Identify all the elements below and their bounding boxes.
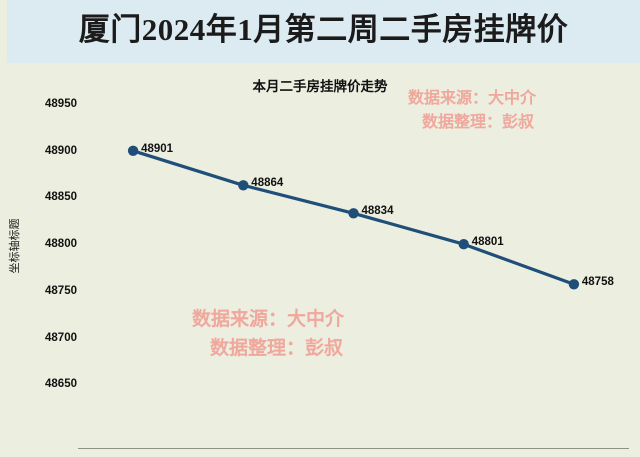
- line-chart-svg: [127, 145, 580, 290]
- series-markers: [127, 145, 580, 290]
- y-axis-title: 坐标轴标题: [9, 218, 21, 274]
- watermark-middle: 数据来源：大中介 数据整理：彭叔: [192, 305, 344, 363]
- watermark-middle-compiler: 数据整理：彭叔: [210, 338, 344, 359]
- watermark-top-source: 数据来源：大中介: [408, 90, 537, 107]
- left-edge-strip: [0, 0, 7, 63]
- bottom-strip: [0, 449, 640, 457]
- data-point-marker: [458, 239, 469, 250]
- watermark-middle-source: 数据来源：大中介: [192, 309, 345, 330]
- page-title: 厦门2024年1月第二周二手房挂牌价: [78, 12, 569, 47]
- y-axis-tick-label: 48850: [45, 191, 77, 204]
- y-axis-tick-label: 48800: [45, 238, 77, 251]
- watermark-top-compiler: 数据整理：彭叔: [422, 114, 535, 131]
- y-axis-tick-label: 48700: [45, 331, 77, 344]
- data-point-label: 48801: [471, 236, 504, 249]
- data-point-marker: [568, 279, 580, 290]
- y-axis-tick-label: 48900: [45, 144, 77, 157]
- y-axis-tick-label: 48750: [45, 284, 77, 297]
- data-point-label: 48834: [361, 205, 394, 218]
- data-point-label: 48901: [141, 142, 174, 155]
- data-point-marker: [127, 145, 139, 156]
- y-axis-tick-label: 48950: [45, 98, 77, 110]
- y-axis-ticks: 48950 48900 48850 48800 48750 48700 48650: [25, 63, 77, 457]
- chart-area: 本月二手房挂牌价走势 坐标轴标题 48950 48900 48850 48800 487…: [0, 63, 640, 457]
- data-point-marker: [238, 180, 249, 191]
- data-point-label: 48758: [581, 276, 614, 289]
- chart-title: 本月二手房挂牌价走势: [252, 79, 388, 94]
- data-point-marker: [348, 208, 359, 219]
- y-axis-tick-label: 48650: [45, 378, 77, 391]
- watermark-top: 数据来源：大中介 数据整理：彭叔: [408, 87, 536, 135]
- plot-region: 48901 48864 48834 48801 48758: [78, 63, 633, 393]
- data-point-label: 48864: [251, 177, 284, 190]
- title-band: 厦门2024年1月第二周二手房挂牌价: [7, 0, 640, 63]
